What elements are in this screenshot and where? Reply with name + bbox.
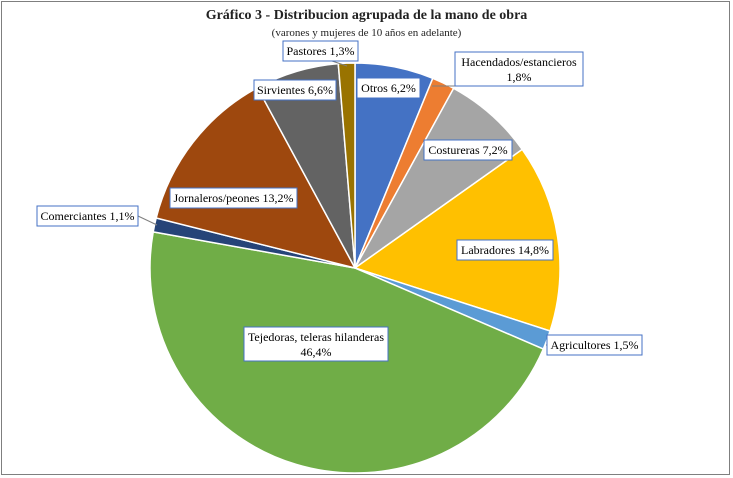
data-label-box-jornaleros-peones (169, 187, 298, 209)
data-label-tejedoras-teleras-hilanderas: Tejedoras, teleras hilanderas 46,4% (248, 330, 384, 359)
data-label-box-agricultores (546, 334, 643, 356)
data-label-box-hacendados-estancieros (454, 51, 584, 87)
leader-line-pastores (331, 60, 348, 67)
data-label-agricultores: Agricultores 1,5% (551, 338, 639, 352)
data-label-hacendados-estancieros: Hacendados/estancieros 1,8% (461, 55, 577, 84)
data-label-box-pastores (282, 40, 359, 62)
pie-slices (149, 62, 561, 474)
data-label-pastores: Pastores 1,3% (287, 44, 355, 58)
data-label-box-comerciantes (36, 205, 139, 227)
data-label-sirvientes: Sirvientes 6,6% (257, 83, 333, 97)
data-label-box-tejedoras-teleras-hilanderas (243, 326, 389, 362)
chart-title: Gráfico 3 - Distribucion agrupada de la … (205, 8, 528, 23)
pie-slice-pastores (337, 62, 356, 269)
slice-labels: Otros 6,2% Hacendados/estancieros 1,8% Cost… (36, 40, 643, 362)
data-label-comerciantes: Comerciantes 1,1% (41, 209, 135, 223)
pie-slice-jornaleros-peones (155, 86, 357, 270)
chart-subtitle: (varones y mujeres de 10 años en adelant… (271, 27, 462, 39)
data-label-box-otros (356, 77, 421, 99)
leader-line-comerciantes (137, 215, 158, 226)
data-label-labradores: Labradores 14,8% (461, 243, 549, 257)
data-label-box-costureras (423, 139, 513, 161)
data-label-jornaleros-peones: Jornaleros/peones 13,2% (174, 191, 294, 205)
data-label-costureras: Costureras 7,2% (428, 143, 507, 157)
data-label-otros: Otros 6,2% (361, 81, 416, 95)
data-label-box-sirvientes (253, 79, 337, 101)
data-label-box-labradores (456, 239, 554, 261)
